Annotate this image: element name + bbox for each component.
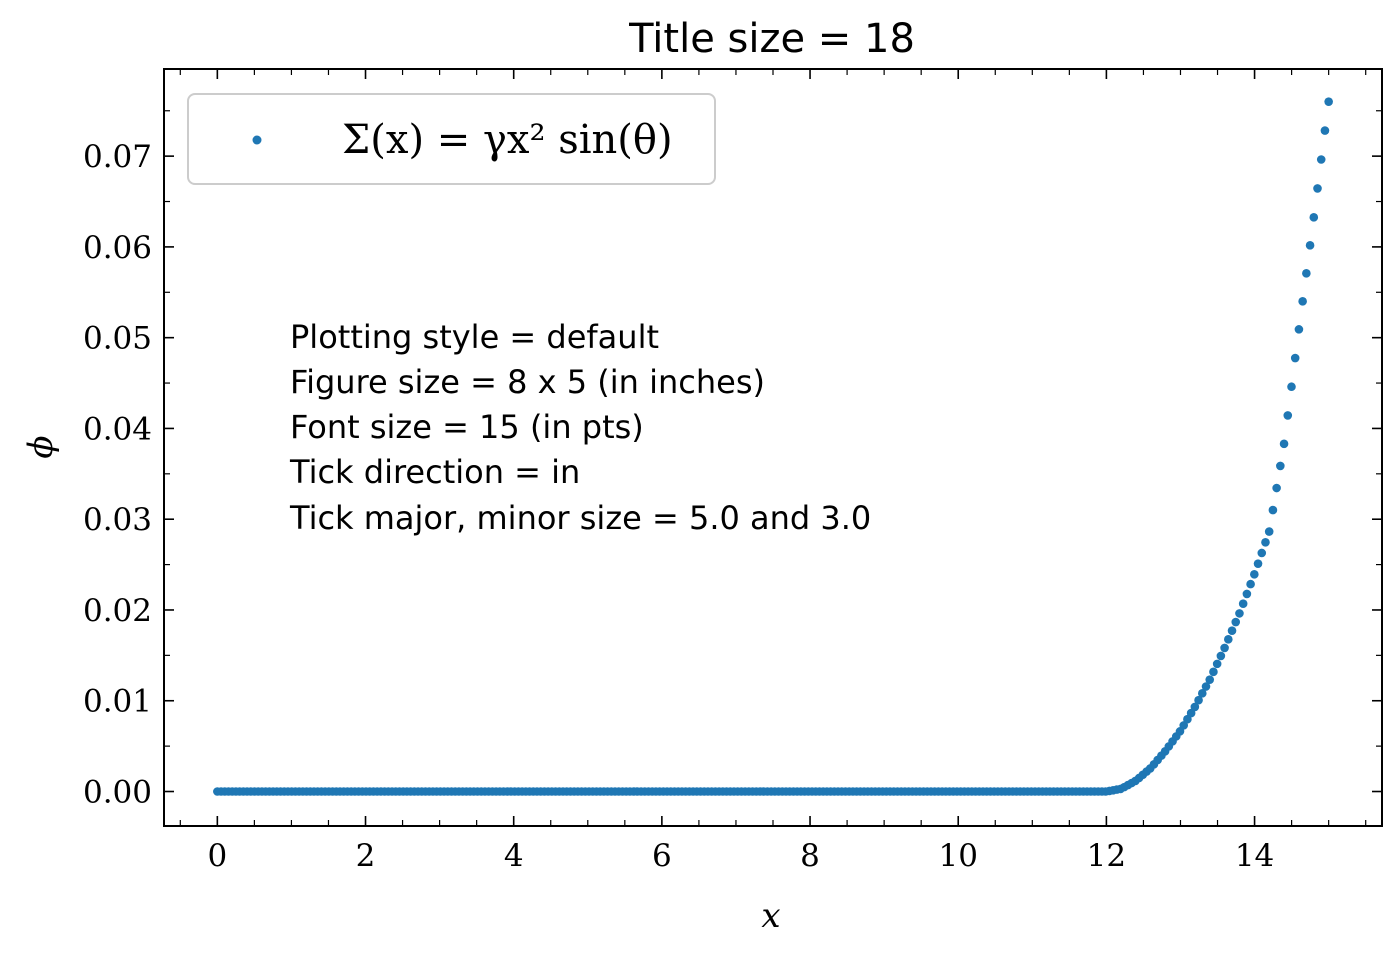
data-point bbox=[1250, 570, 1259, 579]
data-point bbox=[1290, 353, 1300, 363]
x-tick-label: 14 bbox=[1235, 838, 1274, 874]
data-point bbox=[1313, 184, 1322, 193]
x-tick-label: 10 bbox=[938, 838, 977, 874]
data-point bbox=[1257, 548, 1267, 558]
data-point bbox=[1283, 411, 1293, 420]
legend-marker bbox=[252, 135, 262, 145]
data-point bbox=[1279, 439, 1289, 449]
legend: Σ(x) = γx² sin(θ) bbox=[187, 93, 716, 185]
x-axis-label: x bbox=[761, 896, 780, 936]
data-point bbox=[1227, 626, 1237, 635]
annotation-line: Font size = 15 (in pts) bbox=[290, 408, 644, 446]
y-tick-label: 0.03 bbox=[83, 502, 152, 538]
data-point bbox=[1205, 675, 1215, 684]
y-tick-label: 0.04 bbox=[83, 411, 152, 447]
x-tick-label: 6 bbox=[652, 838, 672, 874]
data-point bbox=[1309, 213, 1319, 222]
y-axis-label: ϕ bbox=[21, 435, 61, 458]
data-point bbox=[1272, 483, 1281, 493]
chart-title: Title size = 18 bbox=[628, 16, 915, 62]
data-point bbox=[1235, 609, 1244, 618]
data-point bbox=[1298, 297, 1307, 306]
y-axis: 0.00 0.01 0.02 0.03 0.04 0.05 0.06 0.07 bbox=[83, 139, 1382, 811]
data-point bbox=[1220, 643, 1229, 653]
data-point bbox=[1302, 269, 1311, 278]
y-tick-label: 0.07 bbox=[83, 139, 152, 175]
data-point bbox=[1212, 659, 1222, 669]
annotation-block: Plotting style = default Figure size = 8… bbox=[289, 318, 871, 537]
data-point bbox=[1261, 537, 1270, 547]
data-point bbox=[1246, 579, 1255, 589]
annotation-line: Tick direction = in bbox=[289, 453, 580, 491]
data-point bbox=[1264, 527, 1274, 536]
data-point bbox=[1268, 505, 1278, 515]
y-tick-label: 0.06 bbox=[83, 230, 152, 266]
x-tick-label: 2 bbox=[356, 838, 376, 874]
annotation-line: Plotting style = default bbox=[290, 318, 659, 356]
y-tick-label: 0.01 bbox=[83, 684, 152, 720]
data-point bbox=[1294, 325, 1304, 334]
x-tick-label: 12 bbox=[1087, 838, 1126, 874]
data-point bbox=[1197, 689, 1207, 698]
data-point bbox=[1190, 702, 1200, 712]
data-points bbox=[213, 97, 1333, 796]
data-point bbox=[1320, 126, 1330, 135]
data-point bbox=[1324, 97, 1333, 106]
x-tick-label: 8 bbox=[800, 838, 820, 874]
data-point bbox=[1216, 651, 1226, 661]
data-point bbox=[1194, 695, 1203, 705]
y-tick-label: 0.05 bbox=[83, 321, 152, 357]
legend-box bbox=[187, 93, 716, 185]
minor-ticks bbox=[164, 69, 1382, 826]
annotation-line: Figure size = 8 x 5 (in inches) bbox=[290, 363, 765, 401]
data-point bbox=[1316, 155, 1326, 164]
x-tick-label: 0 bbox=[207, 838, 227, 874]
x-axis: 0 2 4 6 8 10 12 14 bbox=[207, 69, 1274, 874]
data-point bbox=[1209, 667, 1218, 677]
annotation-line: Tick major, minor size = 5.0 and 3.0 bbox=[289, 499, 871, 537]
y-tick-label: 0.00 bbox=[83, 775, 152, 811]
x-tick-label: 4 bbox=[504, 838, 524, 874]
data-point bbox=[1242, 589, 1252, 599]
legend-label: Σ(x) = γx² sin(θ) bbox=[342, 117, 673, 163]
y-tick-label: 0.02 bbox=[83, 593, 152, 629]
data-point bbox=[1305, 241, 1315, 250]
data-point bbox=[1201, 682, 1211, 691]
data-point bbox=[1276, 461, 1285, 471]
data-point bbox=[1231, 617, 1241, 627]
data-point bbox=[1238, 599, 1248, 608]
data-point bbox=[1224, 635, 1233, 644]
data-point bbox=[1253, 559, 1263, 568]
data-point bbox=[1287, 382, 1296, 392]
